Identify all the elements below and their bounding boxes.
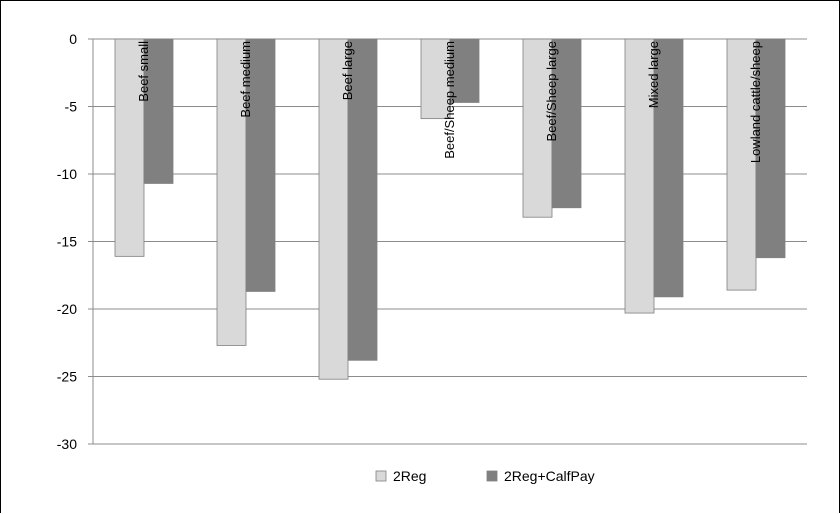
bar-series1 <box>420 38 451 120</box>
bars <box>114 38 786 380</box>
legend-label: 2Reg+CalfPay <box>504 468 595 484</box>
category-label: Beef/Sheep large <box>544 41 559 141</box>
bar-series2 <box>143 38 174 184</box>
bar-series2 <box>755 38 786 259</box>
gridlines <box>93 38 807 445</box>
category-label: Mixed large <box>646 41 661 108</box>
y-tick-label: -10 <box>57 166 77 182</box>
category-label: Beef/Sheep medium <box>442 41 457 159</box>
y-tick-label: -20 <box>57 301 77 317</box>
legend-swatch <box>486 470 498 482</box>
bar-series1 <box>624 38 655 314</box>
category-label: Beef small <box>136 41 151 102</box>
category-label: Beef large <box>340 41 355 100</box>
y-tick-label: -25 <box>57 369 77 385</box>
legend: 2Reg 2Reg+CalfPay <box>375 468 595 484</box>
bar-series2 <box>653 38 684 298</box>
y-tick-label: -30 <box>57 436 77 452</box>
y-tick-label: 0 <box>69 31 77 47</box>
bar-series2 <box>347 38 378 361</box>
legend-label: 2Reg <box>393 468 426 484</box>
legend-swatch <box>375 470 387 482</box>
axes: 0 -5 -10 -15 -20 -25 -30 <box>57 31 94 452</box>
bar-series2 <box>551 38 582 209</box>
bar-series2 <box>449 38 480 103</box>
bar-series2 <box>245 38 276 292</box>
bar-series1 <box>114 38 145 257</box>
category-labels: Beef small Beef medium Beef large Beef/Shee… <box>136 41 763 163</box>
bar-series1 <box>318 38 349 380</box>
category-label: Lowland cattle/sheep <box>748 41 763 163</box>
category-label: Beef medium <box>238 41 253 118</box>
bar-series1 <box>216 38 247 346</box>
bar-series1 <box>726 38 757 291</box>
y-tick-label: -15 <box>57 234 77 250</box>
bar-series1 <box>522 38 553 218</box>
y-tick-label: -5 <box>65 99 78 115</box>
